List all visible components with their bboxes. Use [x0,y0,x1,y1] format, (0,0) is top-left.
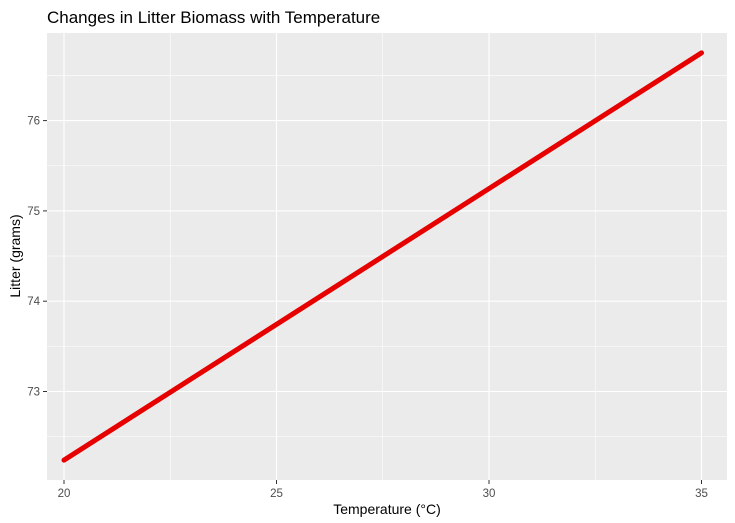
data-series [61,50,704,463]
chart-title: Changes in Litter Biomass with Temperatu… [47,8,380,27]
x-tick-label: 20 [58,488,71,500]
x-tick-label: 35 [695,488,708,500]
y-axis: 73 74 75 76 [27,116,47,399]
y-tick-label: 76 [27,116,40,128]
y-tick-label: 73 [27,387,40,399]
x-tick-label: 25 [270,488,283,500]
y-tick-label: 75 [27,206,40,218]
grid-lines [47,33,727,480]
y-axis-title: Litter (grams) [7,214,23,297]
x-axis: 20 25 30 35 [58,480,708,500]
x-tick-label: 30 [483,488,496,500]
series-line-0 [61,50,704,463]
y-tick-label: 74 [27,296,40,308]
x-axis-title: Temperature (°C) [333,501,441,517]
